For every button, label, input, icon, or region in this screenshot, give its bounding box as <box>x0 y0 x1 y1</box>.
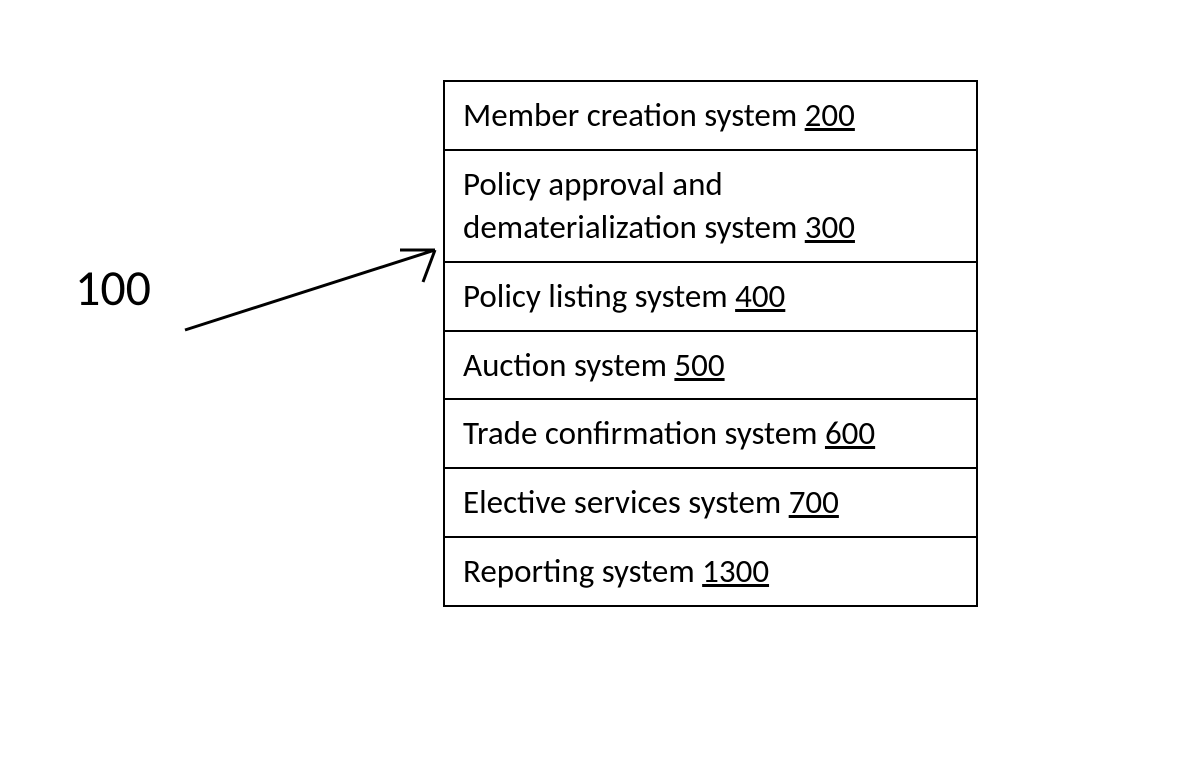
system-list: Member creation system 200 Policy approv… <box>443 80 978 607</box>
list-item: Member creation system 200 <box>445 82 976 151</box>
row-text: Policy approval and dematerialization sy… <box>463 164 805 247</box>
row-ref: 700 <box>789 482 839 522</box>
list-item: Policy listing system 400 <box>445 263 976 332</box>
list-item: Trade confirmation system 600 <box>445 400 976 469</box>
list-item: Reporting system 1300 <box>445 538 976 605</box>
row-ref: 1300 <box>702 551 769 591</box>
arrow-icon <box>175 220 465 340</box>
row-ref: 400 <box>735 276 785 316</box>
row-ref: 300 <box>805 207 855 247</box>
list-item: Auction system 500 <box>445 332 976 401</box>
row-text: Auction system <box>463 345 674 385</box>
row-ref: 500 <box>674 345 724 385</box>
row-text: Policy listing system <box>463 276 735 316</box>
row-text: Member creation system <box>463 95 805 135</box>
list-item: Policy approval and dematerialization sy… <box>445 151 976 263</box>
list-item: Elective services system 700 <box>445 469 976 538</box>
row-text: Elective services system <box>463 482 789 522</box>
row-text: Reporting system <box>463 551 702 591</box>
row-text: Trade confirmation system <box>463 413 825 453</box>
row-ref: 200 <box>805 95 855 135</box>
row-ref: 600 <box>825 413 875 453</box>
reference-label: 100 <box>75 258 151 319</box>
